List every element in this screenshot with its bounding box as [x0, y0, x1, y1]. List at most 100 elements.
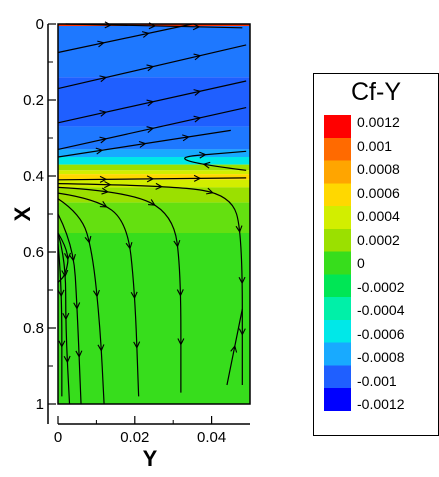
- legend-label: -0.0008: [357, 349, 405, 365]
- legend-label: 0.0012: [357, 114, 400, 130]
- streamline-arrow: [146, 126, 155, 133]
- streamline-arrow: [146, 175, 155, 183]
- streamline-arrow: [238, 328, 246, 336]
- streamline-arrow: [235, 225, 243, 234]
- colorbar-legend: Cf-Y 0.0012 0.001 0.0008 0.0006 0.0004 0.0002…: [313, 73, 439, 436]
- streamline-arrow: [182, 134, 190, 142]
- y-tick-label: 1: [36, 396, 44, 413]
- streamline-arrow: [104, 21, 113, 29]
- streamline-arrow: [101, 187, 110, 195]
- streamline-arrow: [73, 302, 81, 310]
- contour-band: [58, 126, 250, 150]
- x-tick-label: 0.02: [120, 429, 149, 446]
- y-tick-label: 0.8: [23, 320, 44, 337]
- legend-label: 0.0002: [357, 231, 400, 248]
- x-axis-title: Y: [143, 446, 158, 471]
- legend-label: 0: [357, 255, 365, 271]
- x-tick-label: 0.04: [197, 429, 226, 446]
- streamline-arrow: [193, 53, 202, 61]
- streamline-arrow: [57, 289, 65, 298]
- legend-swatch: [324, 162, 351, 175]
- legend-swatch: [324, 232, 351, 246]
- legend-title: Cf-Y: [351, 78, 401, 106]
- streamline-arrow: [84, 235, 92, 244]
- contour-band: [58, 179, 250, 188]
- streamline-arrow: [193, 115, 202, 123]
- legend-swatch: [324, 279, 351, 293]
- contour-band: [58, 170, 250, 175]
- streamline: [226, 308, 243, 386]
- contour-band: [58, 164, 250, 171]
- streamline-arrow: [155, 182, 164, 190]
- y-tick-label: 0.2: [23, 92, 44, 109]
- legend-label: -0.0002: [357, 278, 405, 295]
- streamline: [57, 244, 63, 397]
- legend-label: -0.0012: [357, 396, 405, 412]
- streamline-arrow: [146, 99, 155, 107]
- streamline-arrow: [92, 289, 100, 298]
- y-axis-title: X: [10, 206, 35, 221]
- streamline: [57, 183, 243, 385]
- legend-swatch: [324, 303, 351, 316]
- streamline-arrow: [206, 187, 214, 195]
- streamline-arrow: [138, 140, 147, 148]
- streamline-arrow: [99, 136, 108, 144]
- legend-label: -0.0006: [357, 325, 405, 342]
- contour-band: [58, 202, 250, 233]
- streamline: [57, 198, 105, 405]
- streamline-arrow: [193, 89, 202, 96]
- legend-label: 0.0008: [357, 161, 400, 177]
- streamline-arrow: [99, 109, 108, 117]
- streamline-arrow: [125, 242, 133, 250]
- legend-swatch: [324, 115, 351, 128]
- streamline-arrow: [61, 269, 69, 278]
- legend-label: -0.0004: [357, 302, 405, 318]
- streamline-arrow: [193, 174, 202, 182]
- legend-swatch: [324, 397, 351, 410]
- y-tick-label: 0: [36, 16, 44, 33]
- contour-band: [58, 149, 250, 157]
- streamline-arrow: [141, 31, 150, 38]
- y-tick-label: 0.6: [23, 244, 44, 261]
- x-axis: 0 0.02 0.04: [54, 416, 250, 446]
- streamline-arrow: [176, 289, 184, 297]
- plot-frame: [57, 23, 251, 405]
- streamline-arrow: [238, 276, 246, 285]
- streamline-arrow: [192, 23, 201, 31]
- streamline: [57, 186, 182, 393]
- legend-swatch: [324, 138, 351, 152]
- legend-swatch: [324, 350, 351, 363]
- contour-band: [58, 25, 250, 78]
- legend-swatch: [324, 326, 351, 340]
- streamline-arrow: [64, 252, 72, 261]
- y-tick-label: 0.4: [23, 168, 44, 185]
- streamline-arrow: [99, 75, 108, 83]
- legend-swatch: [324, 209, 351, 222]
- streamline-arrow: [133, 341, 141, 349]
- streamline-arrow: [99, 201, 108, 208]
- legend-label: 0.0006: [357, 184, 400, 201]
- streamline-arrow: [173, 240, 181, 248]
- streamline-arrow: [202, 161, 211, 169]
- contour-band: [58, 233, 250, 404]
- streamline-arrow: [148, 199, 156, 206]
- contour-plot: 0 0.02 0.04 0 0.2 0.4 0.6 0.8 1 Y X: [10, 16, 251, 471]
- streamline-arrow: [69, 253, 76, 262]
- streamline-arrow: [58, 340, 66, 348]
- contour-band: [58, 157, 250, 165]
- y-axis: 0 0.2 0.4 0.6 0.8 1: [23, 16, 56, 424]
- streamline-arrow: [63, 355, 71, 364]
- contour-bands: [58, 24, 250, 404]
- streamline-arrow: [146, 64, 155, 72]
- streamline-arrow: [130, 291, 138, 300]
- x-tick-label: 0: [54, 429, 62, 446]
- streamline: [57, 23, 193, 54]
- legend-swatch: [324, 185, 351, 199]
- streamline-arrow: [97, 40, 105, 48]
- legend-label: -0.001: [357, 372, 397, 389]
- streamline: [57, 213, 82, 405]
- streamline-arrow: [97, 344, 105, 352]
- streamline-arrow: [177, 338, 185, 346]
- streamline: [184, 150, 247, 171]
- streamline-arrow: [104, 181, 112, 189]
